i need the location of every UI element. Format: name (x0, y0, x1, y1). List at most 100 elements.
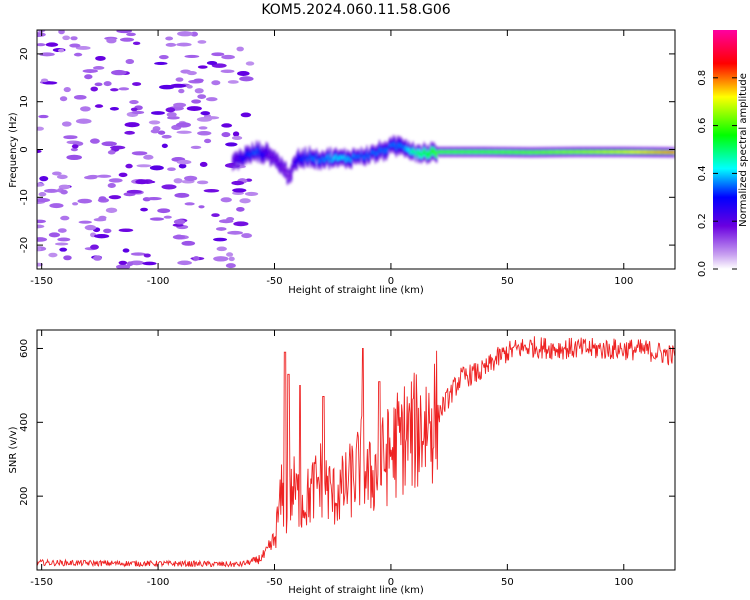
noise-blob (44, 188, 59, 193)
noise-blob (90, 86, 98, 92)
trace-cell (289, 173, 291, 178)
trace-cell (409, 150, 412, 155)
trace-cell (585, 150, 588, 153)
trace-cell (648, 151, 650, 154)
noise-blob (38, 192, 47, 197)
trace-cell (328, 158, 330, 163)
trace-cell (301, 155, 304, 161)
trace-cell (364, 155, 367, 160)
trace-cell (611, 150, 614, 153)
trace-cell (248, 152, 251, 157)
trace-cell (568, 150, 571, 154)
trace-cell (578, 150, 581, 153)
noise-blob (54, 242, 69, 246)
noise-blob (48, 232, 61, 238)
noise-blob (166, 112, 177, 118)
trace-cell (670, 151, 673, 154)
noise-blob (157, 130, 166, 135)
trace-cell (494, 150, 497, 154)
trace-cell (331, 159, 333, 163)
noise-blob (75, 46, 91, 50)
trace-cell (514, 151, 516, 154)
trace-cell (564, 150, 567, 154)
noise-blob (177, 31, 194, 37)
noise-blob (132, 41, 141, 45)
trace-cell (317, 158, 319, 164)
noise-blob (157, 208, 171, 214)
trace-cell (628, 150, 631, 153)
trace-cell (276, 158, 279, 163)
trace-cell (551, 151, 554, 154)
noise-blob (165, 42, 177, 47)
trace-cell (428, 152, 431, 157)
noise-blob (72, 202, 79, 206)
trace-cell (508, 151, 511, 154)
x-tick-label: 50 (501, 577, 514, 588)
trace-cell (483, 150, 486, 153)
noise-blob (146, 197, 162, 201)
trace-cell (617, 150, 620, 153)
trace-cell (371, 150, 374, 155)
trace-cell (547, 151, 550, 154)
trace-cell (667, 151, 670, 154)
colorbar-gradient (713, 30, 737, 269)
trace-cell (278, 162, 280, 167)
noise-blob (197, 40, 207, 44)
noise-blob (126, 189, 142, 194)
trace-cell (537, 151, 540, 154)
trace-cell (480, 150, 483, 153)
trace-cell (233, 158, 235, 163)
trace-cell (644, 151, 646, 154)
trace-cell (384, 147, 386, 153)
noise-blob (136, 164, 152, 168)
noise-blob (105, 207, 118, 213)
trace-cell (370, 150, 372, 154)
trace-cell (470, 150, 473, 153)
colorbar-tick-label: 0.4 (697, 165, 708, 181)
trace-cell (296, 158, 298, 164)
noise-blob (178, 163, 187, 169)
trace-cell (606, 150, 609, 153)
noise-blob (225, 142, 238, 147)
trace-cell (240, 155, 242, 160)
trace-cell (268, 152, 270, 156)
spectrogram-ylabel: Frequency (Hz) (8, 112, 19, 188)
trace-cell (659, 151, 662, 154)
trace-cell (252, 151, 255, 155)
noise-blob (108, 178, 123, 183)
noise-blob (211, 213, 220, 218)
trace-cell (497, 150, 500, 154)
x-tick-label: 0 (388, 276, 394, 287)
trace-cell (500, 151, 502, 154)
noise-blob (165, 36, 174, 41)
noise-blob (191, 99, 202, 104)
noise-blob (220, 69, 235, 73)
noise-blob (70, 36, 78, 41)
trace-cell (458, 150, 460, 153)
trace-cell (449, 150, 452, 153)
trace-cell (491, 150, 494, 154)
trace-cell (595, 150, 597, 153)
trace-cell (558, 151, 561, 154)
noise-blob (176, 159, 192, 165)
trace-cell (556, 151, 558, 154)
trace-cell (673, 151, 675, 154)
noise-blob (135, 179, 149, 185)
trace-cell (353, 153, 356, 158)
trace-cell (455, 150, 458, 153)
noise-blob (196, 180, 209, 185)
trace-cell (591, 150, 593, 153)
spectrogram-xlabel: Height of straight line (km) (288, 285, 424, 296)
trace-cell (614, 150, 617, 153)
noise-blob (89, 138, 100, 144)
noise-blob (186, 106, 202, 112)
noise-blob (221, 54, 235, 60)
noise-blob (154, 61, 168, 65)
trace-cell (241, 157, 244, 162)
trace-cell (476, 150, 479, 153)
trace-cell (377, 150, 379, 156)
trace-cell (652, 151, 655, 154)
trace-cell (332, 156, 335, 161)
noise-blob (40, 78, 49, 83)
trace-cell (574, 150, 576, 153)
